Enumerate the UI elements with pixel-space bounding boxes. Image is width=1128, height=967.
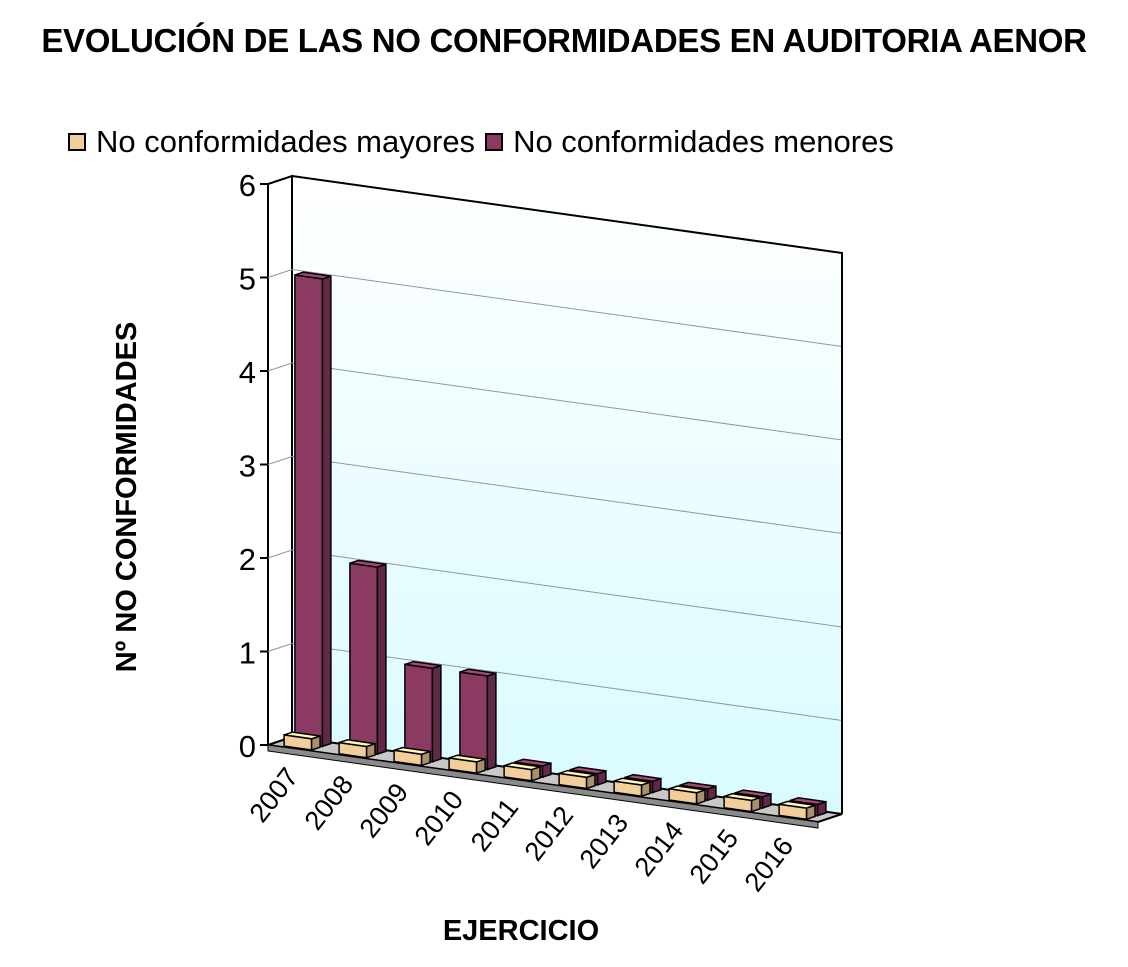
bar-mayores-2015	[723, 792, 761, 813]
chart-title: EVOLUCIÓN DE LAS NO CONFORMIDADES EN AUD…	[41, 22, 1087, 59]
bar-mayores-2012	[558, 769, 596, 790]
x-tick-label: 2013	[574, 808, 635, 874]
gridline	[267, 362, 843, 441]
x-tick-label: 2012	[519, 801, 580, 867]
bar-menores-2010	[459, 668, 497, 771]
legend-item-menores: No conformidades menores	[485, 124, 894, 160]
floor-edge	[267, 744, 819, 829]
bar-mayores-2016	[778, 800, 816, 821]
legend: No conformidades mayores No conformidade…	[68, 124, 904, 160]
bar-mayores-2011	[503, 762, 541, 782]
x-tick-label: 2011	[465, 793, 524, 857]
y-tick-label: 6	[239, 168, 256, 203]
y-tick-label: 1	[239, 636, 256, 671]
x-tick-label: 2009	[354, 777, 415, 843]
legend-item-mayores: No conformidades mayores	[68, 124, 475, 160]
x-tick-label: 2016	[739, 831, 800, 897]
bar-mayores-2008	[338, 739, 376, 759]
y-tick-label: 2	[239, 542, 256, 577]
bar-mayores-2014	[668, 785, 706, 805]
x-axis-label: EJERCICIO	[443, 915, 599, 947]
gridline	[267, 642, 843, 721]
legend-swatch-mayores	[68, 133, 86, 151]
x-tick-label: 2014	[629, 816, 690, 882]
bar-mayores-2009	[393, 746, 431, 767]
bar-menores-2007	[294, 271, 332, 748]
x-tick-label: 2010	[409, 785, 470, 851]
x-tick-label: 2008	[299, 770, 360, 836]
x-tick-label: 2015	[684, 824, 745, 890]
y-tick-label: 4	[239, 355, 256, 390]
x-tick-label: 2007	[244, 762, 305, 828]
wall-frame	[291, 175, 843, 814]
legend-label-mayores: No conformidades mayores	[96, 124, 476, 159]
y-axis-label: Nº NO CONFORMIDADES	[111, 322, 143, 673]
gridline	[267, 549, 843, 628]
bar-mayores-2013	[613, 777, 651, 798]
y-tick-label: 0	[239, 729, 256, 764]
legend-label-menores: No conformidades menores	[513, 124, 894, 159]
bar-mayores-2010	[448, 754, 486, 775]
gridline	[267, 455, 843, 534]
gridline	[267, 268, 843, 347]
legend-swatch-menores	[485, 133, 504, 151]
bar-mayores-2007	[283, 731, 321, 752]
y-tick-label: 3	[239, 449, 256, 484]
bar-menores-2008	[349, 559, 387, 756]
y-tick-label: 5	[239, 262, 256, 297]
bar-menores-2009	[404, 660, 442, 763]
